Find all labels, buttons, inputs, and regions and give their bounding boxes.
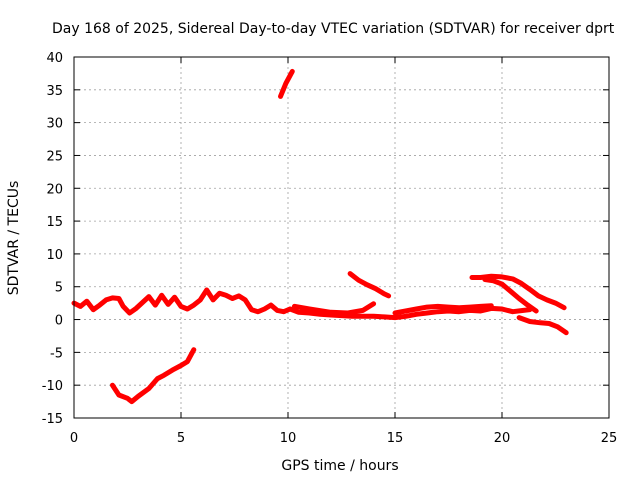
series-upper-right-arc-b xyxy=(482,277,539,314)
x-tick-label: 5 xyxy=(177,431,185,446)
series-spike-high xyxy=(278,68,295,99)
y-tick-label: 10 xyxy=(46,248,63,263)
y-tick-label: 25 xyxy=(46,149,63,164)
x-tick-label: 0 xyxy=(70,431,78,446)
grid xyxy=(74,57,609,418)
y-tick-label: 35 xyxy=(46,84,63,99)
y-tick-label: 30 xyxy=(46,117,63,132)
plot-frame xyxy=(73,56,610,419)
data-series xyxy=(71,68,569,405)
series-band-main-late-upper xyxy=(392,303,494,316)
y-tick-label: 40 xyxy=(46,51,63,66)
x-axis-label: GPS time / hours xyxy=(281,458,398,474)
chart-title: Day 168 of 2025, Sidereal Day-to-day VTE… xyxy=(52,21,615,37)
series-descending-segment-1 xyxy=(347,271,392,299)
x-tick-label: 20 xyxy=(494,431,511,446)
x-tick-label: 15 xyxy=(387,431,404,446)
series-lower-right-tail xyxy=(516,315,569,336)
y-tick-label: 15 xyxy=(46,215,63,230)
y-tick-label: -15 xyxy=(42,412,63,427)
axis-ticks: 0 5 10 15 20 25 -15 -10 -5 0 5 10 15 20 25 30 35 40 xyxy=(42,51,618,446)
y-axis-label: SDTVAR / TECUs xyxy=(6,181,22,296)
x-tick-label: 25 xyxy=(601,431,618,446)
y-tick-label: 5 xyxy=(55,281,63,296)
series-band-main-mid xyxy=(287,305,533,321)
series-arc-negative xyxy=(110,347,197,405)
y-tick-label: -5 xyxy=(50,346,63,361)
series-upper-right-arc-a xyxy=(469,273,567,311)
y-tick-label: -10 xyxy=(42,379,63,394)
series-band-main-early xyxy=(71,287,293,316)
x-tick-label: 10 xyxy=(280,431,297,446)
y-tick-label: 20 xyxy=(46,182,63,197)
series-band-main-upper xyxy=(291,301,377,316)
y-tick-label: 0 xyxy=(55,314,63,329)
